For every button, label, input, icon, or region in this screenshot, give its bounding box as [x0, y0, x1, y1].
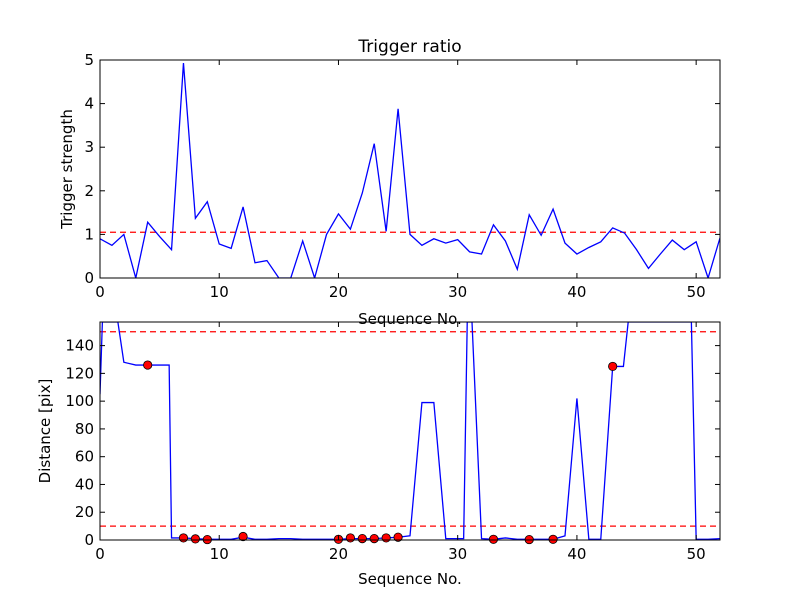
y-tick-label: 3	[84, 138, 94, 156]
chart-title: Trigger ratio	[357, 37, 461, 57]
y-tick-label: 40	[75, 475, 94, 493]
y-tick-label: 20	[75, 503, 94, 521]
data-marker	[190, 534, 200, 544]
x-tick-label: 40	[567, 283, 586, 301]
y-tick-label: 1	[84, 225, 94, 243]
y-tick-label: 0	[84, 269, 94, 287]
x-tick-label: 0	[95, 283, 105, 301]
plot-area: 0 10 20 30 40 50 0 1 2 3 4 5	[84, 51, 721, 301]
distance-panel: Sequence No. Distance [pix] 0 10 20 30 40 500…	[36, 321, 721, 588]
x-tick-label: 0	[95, 545, 105, 563]
data-marker	[357, 534, 367, 544]
x-tick-label: 20	[329, 545, 348, 563]
data-marker	[608, 361, 618, 372]
axes-frame	[99, 59, 721, 279]
x-tick-label: 10	[210, 283, 229, 301]
y-tick-label: 140	[65, 337, 94, 355]
y-tick-label: 5	[84, 51, 94, 69]
data-marker	[488, 534, 499, 544]
trigger-ratio-panel: Trigger ratio Sequence No. Trigger stren…	[58, 37, 721, 328]
series-line	[100, 63, 720, 278]
x-tick-label: 30	[448, 545, 467, 563]
y-tick-label: 80	[75, 420, 94, 438]
y-tick-label: 2	[84, 182, 94, 200]
x-axis-label: Sequence No.	[358, 570, 462, 588]
x-tick-label: 40	[567, 545, 586, 563]
x-tick-label: 20	[329, 283, 348, 301]
y-axis-label: Distance [pix]	[36, 379, 54, 484]
y-tick-label: 100	[65, 392, 94, 410]
x-tick-label: 50	[687, 545, 706, 563]
data-marker	[345, 533, 355, 543]
x-axis-label: Sequence No.	[358, 310, 462, 328]
data-marker	[548, 534, 558, 544]
data-marker	[238, 531, 248, 542]
y-tick-label: 60	[75, 448, 94, 466]
data-marker	[178, 533, 189, 543]
x-tick-label: 50	[687, 283, 706, 301]
data-marker	[369, 534, 379, 544]
x-tick-label: 10	[210, 545, 229, 563]
axes-frame	[99, 321, 721, 541]
y-tick-label: 0	[84, 531, 94, 549]
plot-area: 0 10 20 30 40 50 0 20 40 60 80 100 120 140	[65, 321, 721, 563]
y-axis-label: Trigger strength	[58, 109, 76, 230]
y-tick-label: 120	[65, 364, 94, 382]
data-marker	[143, 360, 153, 370]
data-marker	[393, 532, 403, 542]
data-marker	[381, 533, 391, 543]
x-tick-label: 30	[448, 283, 467, 301]
y-tick-label: 4	[84, 95, 94, 113]
